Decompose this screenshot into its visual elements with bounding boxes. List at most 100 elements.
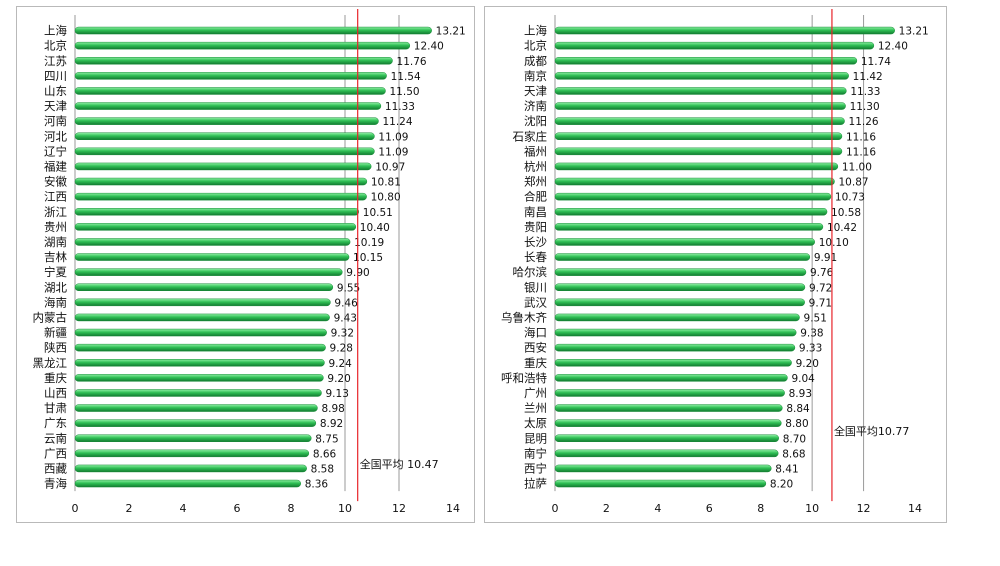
chart-1-bar-0 [554,26,895,35]
chart-1-bar-23 [554,374,788,382]
chart-1-category-label-24: 广州 [524,386,547,400]
chart-1-value-label-26: 8.80 [785,418,808,430]
chart-0-bar-2 [74,57,393,65]
chart-1-category-label-26: 太原 [524,416,547,430]
chart-1-value-label-9: 11.00 [842,161,872,173]
chart-1-bar-12 [554,208,828,216]
chart-0-value-label-9: 10.97 [375,161,405,173]
chart-1-value-label-30: 8.20 [770,479,793,491]
chart-1-category-label-7: 石家庄 [513,129,548,143]
chart-0-bar-6 [74,117,379,125]
chart-1-bar-25 [554,404,783,412]
chart-0-bar-26 [74,419,317,427]
chart-0-bar-4 [74,87,386,95]
chart-0-category-label-12: 浙江 [44,205,67,219]
chart-0-value-label-14: 10.19 [354,237,384,249]
chart-0-category-label-6: 河南 [44,114,67,128]
chart-0-value-label-17: 9.55 [337,282,360,294]
chart-0-category-label-21: 陕西 [44,341,67,355]
chart-1-x-tick-label-6: 12 [857,502,871,515]
chart-0-value-label-12: 10.51 [363,207,393,219]
chart-1-bar-6 [554,117,845,125]
chart-0-bar-21 [74,343,326,352]
chart-1-category-label-10: 郑州 [524,175,547,189]
chart-0-value-label-29: 8.58 [311,463,334,475]
chart-0-bar-7 [74,132,375,140]
chart-1-category-label-28: 南宁 [524,446,547,460]
chart-0-bar-24 [74,389,322,397]
chart-0-category-label-4: 山东 [44,84,67,98]
chart-1-value-label-14: 10.10 [819,237,849,249]
chart-1-value-label-27: 8.70 [783,433,806,445]
chart-0-bar-1 [74,41,411,50]
chart-1-category-label-19: 乌鲁木齐 [501,310,547,324]
chart-0-bar-15 [74,253,350,261]
chart-0-bar-11 [74,192,367,201]
chart-0-value-label-25: 8.98 [321,403,344,415]
chart-0-bar-17 [74,283,334,291]
chart-0-bar-9 [74,162,372,171]
chart-1-category-label-4: 天津 [524,84,547,98]
chart-0-value-label-6: 11.24 [382,116,412,128]
chart-1-category-label-12: 南昌 [524,205,547,219]
chart-1-category-label-6: 沈阳 [524,114,547,128]
chart-0-value-label-7: 11.09 [378,131,408,143]
chart-0-category-label-16: 宁夏 [44,265,67,279]
chart-0-value-label-2: 11.76 [397,56,427,68]
chart-0-bar-3 [74,72,387,80]
chart-1-value-label-0: 13.21 [899,26,929,38]
chart-0-bar-30 [74,479,301,488]
chart-provinces: 上海 13.21 北京 12.40 江苏 11.76 四川 11.54 山东 11.50 天津 11.… [33,9,466,515]
chart-1-value-label-15: 9.91 [814,252,837,264]
chart-0-value-label-30: 8.36 [305,479,329,491]
chart-1-category-label-17: 银川 [524,280,547,294]
chart-1-x-tick-label-7: 14 [908,502,922,515]
chart-1-bar-19 [554,313,800,322]
chart-0-category-label-20: 新疆 [44,326,67,340]
chart-1-category-label-27: 昆明 [524,431,547,445]
chart-0-bar-28 [74,449,310,458]
chart-1-value-label-25: 8.84 [786,403,810,415]
chart-0-category-label-13: 贵州 [44,220,67,234]
chart-1-category-label-22: 重庆 [524,356,547,370]
chart-0-bar-18 [74,298,331,307]
chart-0-category-label-11: 江西 [44,190,67,204]
chart-0-category-label-8: 辽宁 [44,144,67,158]
chart-1-value-label-8: 11.16 [846,146,876,158]
chart-0-average-label: 全国平均 10.47 [360,457,439,471]
chart-0-x-tick-label-6: 12 [392,502,406,515]
chart-0-value-label-23: 9.20 [327,373,350,385]
chart-1-category-label-15: 长春 [524,250,547,264]
chart-0-bar-12 [74,208,360,216]
chart-0-value-label-0: 13.21 [436,26,466,38]
chart-0-value-label-27: 8.75 [315,433,338,445]
chart-1-bar-7 [554,132,843,140]
chart-0-category-label-1: 北京 [44,39,67,53]
chart-1-bar-15 [554,253,811,261]
chart-1-category-label-1: 北京 [524,39,547,53]
chart-0-x-tick-label-7: 14 [446,502,460,515]
chart-1-bar-14 [554,238,815,246]
chart-0-category-label-5: 天津 [44,99,67,113]
chart-1-x-tick-label-1: 2 [603,502,610,515]
chart-1-bar-11 [554,192,832,201]
chart-0-value-label-26: 8.92 [320,418,343,430]
chart-0-x-tick-label-4: 8 [288,502,295,515]
chart-1-value-label-6: 11.26 [849,116,879,128]
chart-0-category-label-7: 河北 [44,129,67,143]
chart-0-bar-23 [74,374,324,382]
chart-1-x-tick-label-5: 10 [805,502,819,515]
chart-1-value-label-3: 11.42 [853,71,883,83]
chart-1-value-label-4: 11.33 [850,86,880,98]
chart-0-value-label-3: 11.54 [391,71,421,83]
chart-1-bar-22 [554,359,792,367]
chart-1-value-label-19: 9.51 [804,312,827,324]
chart-0-value-label-22: 9.24 [328,358,352,370]
chart-1-category-label-21: 西安 [524,341,547,355]
chart-0-category-label-25: 甘肃 [44,401,67,415]
chart-0-bar-29 [74,464,307,473]
chart-0-value-label-21: 9.28 [330,343,353,355]
chart-0-value-label-24: 9.13 [326,388,349,400]
chart-1-bar-13 [554,223,824,231]
chart-1-average-label: 全国平均10.77 [834,424,910,438]
